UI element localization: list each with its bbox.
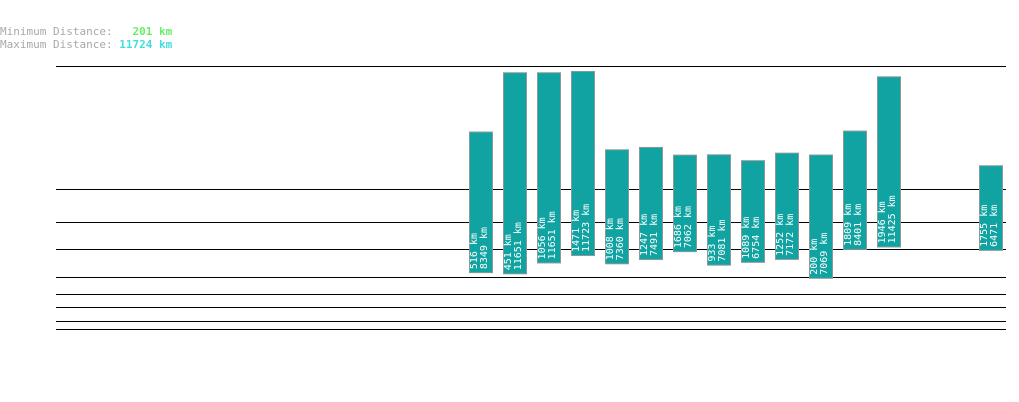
distance-summary: Minimum Distance: 201 km Maximum Distanc… — [0, 25, 172, 51]
bar-max-label: 7360 km — [615, 218, 626, 260]
bar-min-label: 933 km — [707, 226, 718, 262]
min-distance-value: 201 km — [132, 25, 173, 38]
bar-max-label: 8401 km — [853, 204, 864, 246]
bar-min-label: 1089 km — [741, 217, 752, 259]
bar-max-label: 6754 km — [751, 217, 762, 259]
bar-min-label: 1755 km — [979, 205, 990, 247]
bar-8 — [741, 160, 765, 263]
bars-group: 516 km 8349 km 451 km 11651 km 1056 km 11651 … — [469, 70, 1003, 279]
bar-min-label: 1252 km — [775, 214, 786, 256]
bar-max-label: 11651 km — [513, 222, 524, 270]
max-distance-label: Maximum Distance: — [0, 38, 113, 51]
max-distance-value: 11724 km — [119, 38, 173, 51]
bar-min-label: 1247 km — [639, 214, 650, 256]
bar-max-label: 11651 km — [547, 211, 558, 259]
bar-3 — [571, 70, 595, 256]
bar-9 — [775, 152, 799, 260]
bar-min-label: 1008 km — [605, 218, 616, 260]
bar-max-label: 11425 km — [887, 195, 898, 243]
bar-5 — [639, 146, 663, 261]
bar-7 — [707, 154, 731, 266]
bar-min-label: 1686 km — [673, 206, 684, 248]
bar-max-label: 6471 km — [989, 205, 1000, 247]
bar-min-label: 1946 km — [877, 201, 888, 243]
bar-min-label: 1056 km — [537, 217, 548, 259]
bar-10 — [809, 154, 833, 279]
grid-lines — [56, 66, 1006, 330]
bar-12 — [877, 76, 901, 248]
bar-max-label: 11723 km — [581, 204, 592, 252]
bar-max-label: 7062 km — [683, 206, 694, 248]
bar-max-label: 7172 km — [785, 214, 796, 256]
bar-min-label: 1471 km — [571, 210, 582, 252]
bar-6 — [673, 154, 697, 253]
bar-2 — [537, 72, 561, 264]
bar-0 — [469, 131, 493, 274]
bar-4 — [605, 149, 629, 265]
min-distance-label: Minimum Distance: — [0, 25, 113, 38]
bar-13 — [979, 165, 1003, 251]
bar-11 — [843, 130, 867, 250]
bar-min-label: 451 km — [503, 234, 514, 270]
bar-1 — [503, 72, 527, 275]
bar-max-label: 7491 km — [649, 214, 660, 256]
bar-max-label: 8349 km — [479, 227, 490, 269]
bar-min-label: 516 km — [469, 233, 480, 269]
bar-min-label: 1809 km — [843, 204, 854, 246]
bar-max-label: 7069 km — [819, 233, 830, 275]
bar-max-label: 7081 km — [717, 219, 728, 261]
bar-min-label: 200 km — [809, 239, 820, 275]
